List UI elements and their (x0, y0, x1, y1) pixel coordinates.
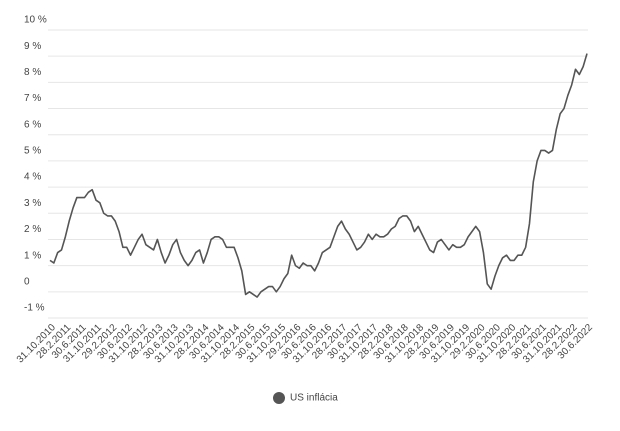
y-tick-label: 5 % (24, 146, 41, 157)
y-tick-label: 4 % (24, 172, 41, 183)
y-tick-label: 1 % (24, 250, 41, 261)
y-tick-label: 2 % (24, 224, 41, 235)
y-tick-label: 7 % (24, 93, 41, 104)
y-tick-label: 10 % (24, 15, 47, 26)
y-tick-label: 8 % (24, 67, 41, 78)
line (49, 53, 588, 298)
legend-marker (273, 392, 285, 404)
y-tick-label: 6 % (24, 119, 41, 130)
y-tick-label: 3 % (24, 198, 41, 209)
y-tick-label: -1 % (24, 303, 45, 314)
y-tick-label: 0 (24, 276, 30, 287)
legend-label: US inflácia (290, 393, 338, 404)
y-tick-label: 9 % (24, 41, 41, 52)
